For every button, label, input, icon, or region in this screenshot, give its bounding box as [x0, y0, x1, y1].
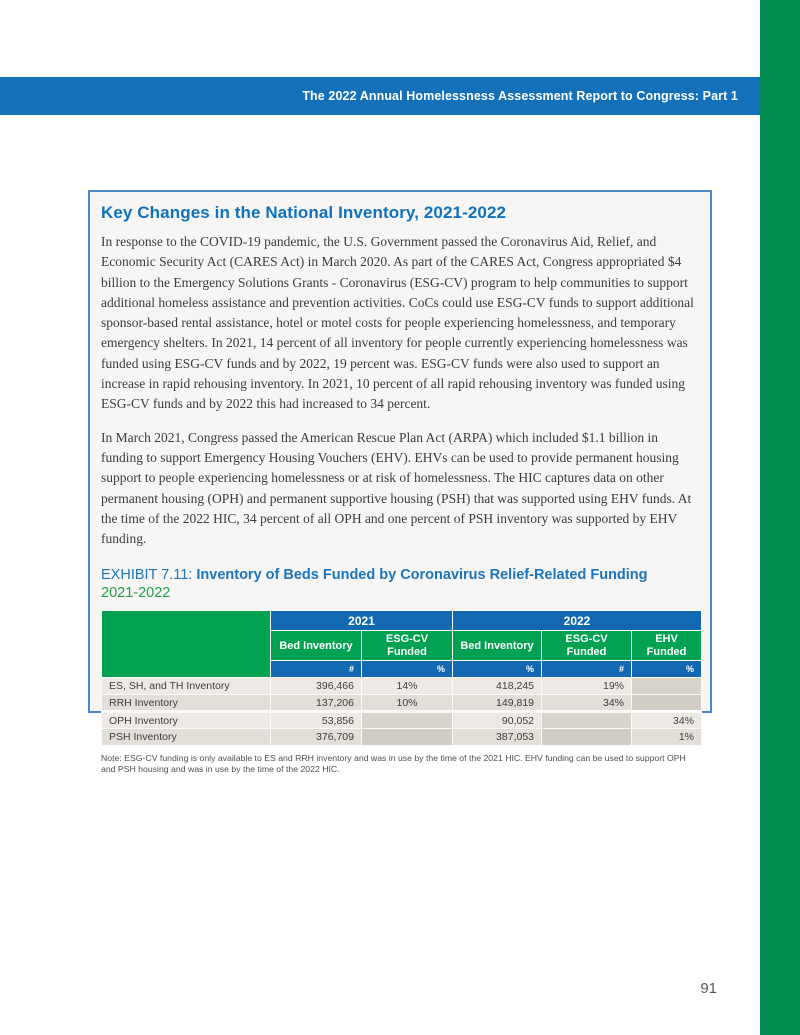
- table-row-oph: OPH Inventory 53,856 90,052 34%: [101, 710, 703, 730]
- exhibit-title: EXHIBIT 7.11: Inventory of Beds Funded b…: [101, 566, 701, 584]
- green-edge-stripe: [760, 0, 800, 1035]
- cell-bed-2022: 90,052: [452, 710, 543, 730]
- report-header-bar: The 2022 Annual Homelessness Assessment …: [0, 77, 760, 115]
- paragraph-arpa-ehv: In March 2021, Congress passed the Ameri…: [101, 429, 692, 547]
- column-header-bed-inventory-2021: Bed Inventory: [270, 630, 362, 662]
- exhibit-title-text: Inventory of Beds Funded by Coronavirus …: [196, 567, 648, 584]
- paragraph-cares-act: In response to the COVID-19 pandemic, th…: [101, 234, 694, 412]
- table-year-row: 2021 2022: [101, 610, 703, 679]
- year-header-2021: 2021: [269, 610, 454, 632]
- cell-bed-2021: 137,206: [270, 694, 362, 713]
- year-header-2022: 2022: [452, 610, 703, 632]
- cell-esgcv-2021: 10%: [360, 694, 454, 713]
- cell-esgcv-2022: 34%: [541, 694, 633, 713]
- exhibit-label: EXHIBIT 7.11:: [101, 567, 193, 584]
- unit-cell-5: %: [631, 660, 703, 679]
- table-row-rrh: RRH Inventory 137,206 10% 149,819 34%: [101, 694, 703, 713]
- cell-bed-2021: 376,709: [270, 728, 362, 747]
- column-header-ehv-funded: EHV Funded: [631, 630, 703, 662]
- cell-esgcv-2022: 19%: [541, 677, 633, 696]
- column-header-bed-inventory-2022: Bed Inventory: [452, 630, 543, 662]
- cell-bed-2022: 387,053: [452, 728, 543, 747]
- row-label: PSH Inventory: [101, 728, 271, 747]
- key-changes-box: Key Changes in the National Inventory, 2…: [88, 190, 712, 774]
- row-label: ES, SH, and TH Inventory: [101, 677, 271, 696]
- table-corner-cell: [101, 610, 271, 679]
- cell-esgcv-2021: [360, 728, 454, 747]
- cell-bed-2021: 396,466: [270, 677, 362, 696]
- table-column-header-row: Bed Inventory ESG-CV Funded Bed Inventor…: [102, 630, 703, 662]
- cell-esgcv-2022: [541, 710, 633, 730]
- page-number: 91: [700, 980, 717, 997]
- report-header-title: The 2022 Annual Homelessness Assessment …: [302, 89, 738, 103]
- cell-ehv: [631, 677, 703, 696]
- column-header-esgcv-funded-2021: ESG-CV Funded: [360, 630, 454, 662]
- unit-cell-1: #: [270, 660, 362, 679]
- unit-cell-3: %: [452, 660, 543, 679]
- table-row-es-sh-th: ES, SH, and TH Inventory 396,466 14% 418…: [101, 677, 703, 696]
- inventory-funding-table: 2021 2022 Bed Inventory ESG-CV Funded Be…: [101, 610, 703, 747]
- cell-bed-2022: 149,819: [452, 694, 543, 713]
- cell-ehv: [631, 694, 703, 713]
- cell-ehv: 34%: [631, 710, 703, 730]
- row-label: RRH Inventory: [101, 694, 271, 713]
- box-heading: Key Changes in the National Inventory, 2…: [101, 203, 507, 222]
- table-row-psh: PSH Inventory 376,709 387,053 1%: [101, 728, 703, 747]
- cell-esgcv-2021: [360, 710, 454, 730]
- cell-esgcv-2021: 14%: [360, 677, 454, 696]
- cell-bed-2022: 418,245: [452, 677, 543, 696]
- exhibit-subtitle: 2021-2022: [101, 585, 171, 602]
- unit-cell-4: #: [541, 660, 633, 679]
- table-note: Note: ESG-CV funding is only available t…: [101, 753, 686, 775]
- cell-bed-2021: 53,856: [270, 710, 362, 730]
- row-label: OPH Inventory: [101, 710, 271, 730]
- column-header-esgcv-funded-2022: ESG-CV Funded: [541, 630, 633, 662]
- cell-ehv: 1%: [631, 728, 703, 747]
- unit-cell-2: %: [360, 660, 454, 679]
- cell-esgcv-2022: [541, 728, 633, 747]
- table-unit-row: # % % # %: [102, 660, 703, 679]
